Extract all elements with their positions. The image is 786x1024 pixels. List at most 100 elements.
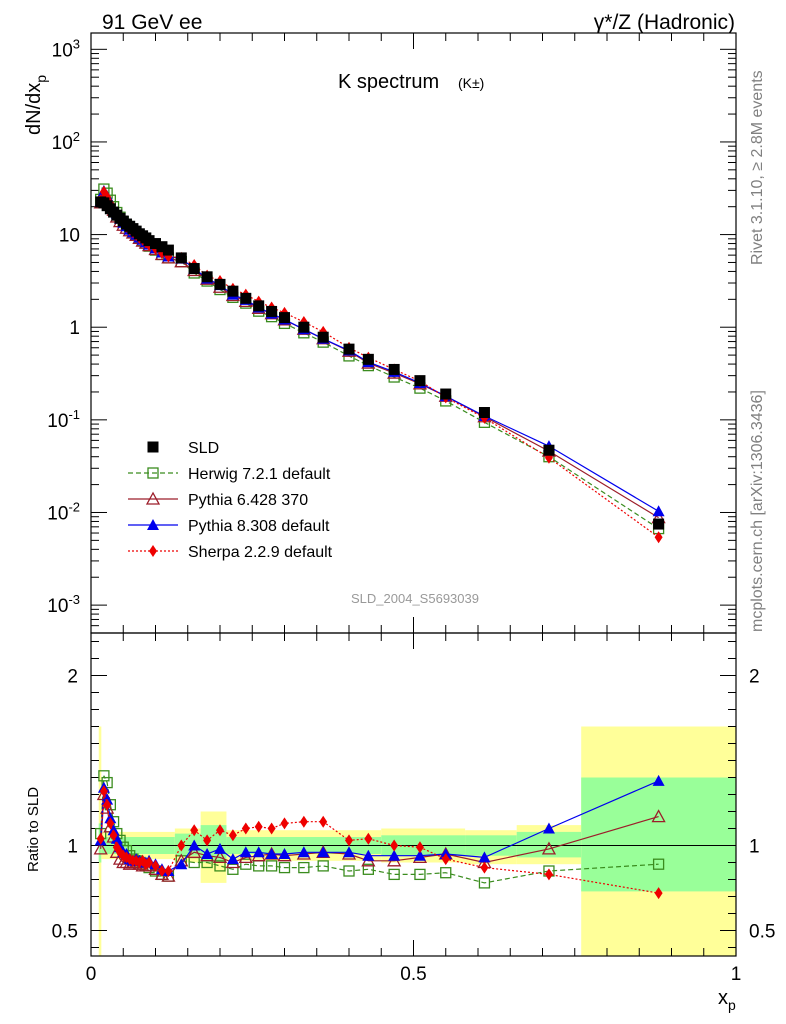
legend-label-sherpa: Sherpa 2.2.9 default bbox=[188, 544, 333, 561]
ratio-point-pythia8 bbox=[343, 846, 355, 858]
side-label-rivet: Rivet 3.1.10, ≥ 2.8M events bbox=[749, 70, 766, 265]
ratio-point-pythia6 bbox=[187, 844, 202, 858]
ratio-point-herwig bbox=[214, 860, 226, 872]
y-tick-label-main: 1 bbox=[69, 318, 80, 339]
main-point-data bbox=[253, 300, 265, 312]
analysis-watermark: SLD_2004_S5693039 bbox=[351, 591, 479, 606]
main-point-data bbox=[188, 263, 200, 275]
legend-label-pythia8: Pythia 8.308 default bbox=[188, 518, 330, 535]
main-point-data bbox=[343, 343, 355, 355]
main-point-data bbox=[362, 353, 374, 365]
ratio-point-herwig bbox=[278, 861, 291, 874]
ratio-point-sherpa bbox=[216, 824, 224, 837]
main-line-pythia6 bbox=[100, 191, 659, 519]
main-point-data bbox=[266, 305, 278, 317]
ratio-point-sherpa bbox=[177, 839, 186, 852]
main-point-data bbox=[279, 312, 290, 324]
ratio-point-sherpa bbox=[122, 851, 131, 864]
y-tick-label-main: 102 bbox=[52, 129, 80, 154]
legend-marker-herwig bbox=[147, 467, 159, 479]
ratio-point-sherpa bbox=[106, 817, 115, 830]
main-point-data bbox=[240, 292, 252, 304]
ratio-point-sherpa bbox=[480, 861, 489, 874]
ratio-plot-panel: 0.5 0.5 1 1 2 2 bbox=[52, 632, 775, 957]
ratio-point-sherpa bbox=[164, 865, 173, 877]
main-line-herwig bbox=[100, 187, 659, 530]
y-tick-label-main: 10-3 bbox=[47, 592, 80, 617]
main-point-pythia8 bbox=[652, 505, 665, 517]
ratio-point-herwig bbox=[227, 863, 239, 875]
main-point-data bbox=[543, 444, 555, 456]
ratio-point-sherpa bbox=[319, 815, 328, 828]
ratio-point-sherpa bbox=[364, 832, 373, 845]
ratio-point-pythia8 bbox=[388, 849, 401, 861]
main-point-data bbox=[150, 238, 161, 250]
ratio-point-sherpa bbox=[345, 834, 353, 847]
ratio-point-pythia8 bbox=[188, 839, 201, 851]
y-tick-label-ratio-right: 0.5 bbox=[749, 922, 775, 943]
ratio-point-sherpa bbox=[441, 853, 450, 866]
ratio-point-herwig bbox=[362, 863, 375, 875]
main-point-sherpa bbox=[164, 250, 173, 263]
ratio-point-sherpa bbox=[415, 841, 424, 854]
ratio-point-pythia8 bbox=[362, 849, 375, 861]
ratio-point-sherpa bbox=[99, 785, 108, 798]
main-point-data bbox=[214, 278, 226, 290]
ratio-point-herwig bbox=[101, 776, 113, 789]
legend: SLD Herwig 7.2.1 default Pythia 6.428 370 P… bbox=[128, 440, 333, 561]
ratio-point-pythia8 bbox=[201, 848, 214, 859]
ratio-point-sherpa bbox=[103, 798, 112, 811]
ratio-point-herwig bbox=[98, 770, 110, 782]
ratio-point-herwig bbox=[414, 868, 426, 881]
ratio-point-pythia8 bbox=[278, 848, 291, 859]
ratio-point-herwig bbox=[265, 860, 278, 872]
ratio-point-pythia8 bbox=[652, 774, 665, 786]
ratio-point-pythia8 bbox=[317, 846, 330, 858]
y-axis-label-main: dN/dxp bbox=[23, 75, 49, 135]
ratio-point-pythia6 bbox=[212, 850, 228, 864]
ratio-point-pythia6 bbox=[541, 841, 557, 855]
main-point-data bbox=[298, 321, 310, 333]
main-point-data bbox=[478, 407, 490, 419]
x-axis-label: xp bbox=[718, 987, 736, 1013]
ratio-point-pythia8 bbox=[214, 842, 226, 854]
main-line-pythia8 bbox=[100, 189, 659, 512]
ratio-point-sherpa bbox=[96, 832, 105, 845]
main-point-data bbox=[414, 375, 426, 387]
ratio-point-herwig bbox=[478, 877, 491, 889]
x-tick-label: 0.5 bbox=[400, 964, 426, 985]
x-tick-label: 0 bbox=[86, 964, 97, 985]
ratio-point-pythia8 bbox=[252, 846, 265, 858]
ratio-point-pythia8 bbox=[297, 846, 310, 858]
ratio-point-herwig bbox=[317, 860, 329, 872]
ratio-point-sherpa bbox=[228, 829, 237, 842]
ratio-point-pythia8 bbox=[478, 851, 491, 863]
y-tick-label-ratio: 0.5 bbox=[52, 922, 78, 943]
legend-label-data: SLD bbox=[188, 440, 219, 457]
ratio-point-sherpa bbox=[157, 865, 166, 877]
header-right-label: γ*/Z (Hadronic) bbox=[594, 11, 735, 34]
ratio-point-pythia8 bbox=[265, 848, 278, 859]
ratio-point-sherpa bbox=[254, 820, 263, 833]
y-tick-label-main: 10-2 bbox=[47, 499, 80, 524]
ratio-point-sherpa bbox=[241, 822, 250, 835]
header-left-label: 91 GeV ee bbox=[102, 11, 202, 34]
ratio-point-pythia6 bbox=[100, 800, 115, 814]
main-point-data bbox=[201, 271, 213, 283]
ratio-point-herwig bbox=[652, 858, 665, 870]
ratio-point-herwig bbox=[240, 858, 252, 870]
ratio-point-herwig bbox=[440, 867, 452, 879]
ratio-point-sherpa bbox=[151, 859, 160, 872]
ratio-point-sherpa bbox=[267, 822, 276, 835]
x-tick-label: 1 bbox=[731, 964, 742, 985]
y-tick-label-ratio: 1 bbox=[67, 837, 78, 858]
legend-label-herwig: Herwig 7.2.1 default bbox=[188, 466, 331, 483]
main-point-data bbox=[162, 244, 174, 256]
ratio-point-sherpa bbox=[203, 834, 212, 847]
ratio-point-herwig bbox=[388, 868, 400, 881]
main-frame bbox=[90, 32, 737, 634]
ratio-point-herwig bbox=[298, 861, 310, 874]
ratio-point-pythia8 bbox=[413, 849, 426, 861]
main-point-data bbox=[143, 235, 155, 247]
